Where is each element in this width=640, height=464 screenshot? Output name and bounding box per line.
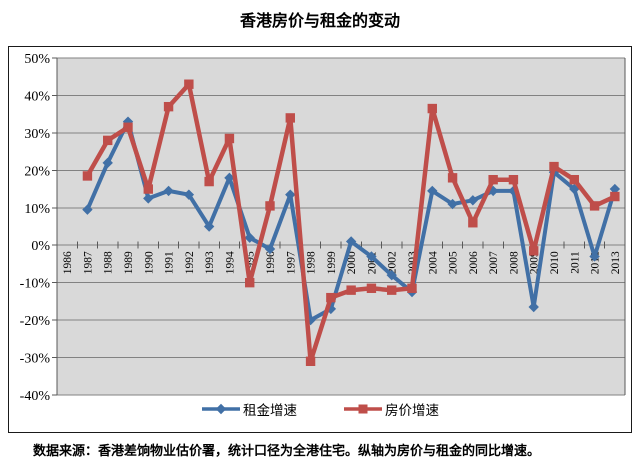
svg-text:2000: 2000 — [346, 251, 358, 274]
svg-text:1990: 1990 — [143, 251, 155, 274]
svg-text:2004: 2004 — [427, 251, 439, 274]
svg-text:2013: 2013 — [610, 251, 622, 274]
svg-text:1986: 1986 — [62, 251, 74, 274]
svg-text:1991: 1991 — [164, 251, 176, 274]
legend-item-price: 房价增速 — [343, 399, 439, 419]
svg-text:1987: 1987 — [82, 251, 94, 274]
svg-text:1994: 1994 — [224, 251, 236, 274]
plot-area: 50% 40% 30% 20% 10% 0% -10% -20% -30% -40% 1986 198… — [20, 52, 626, 404]
svg-text:10%: 10% — [24, 202, 50, 217]
svg-text:50%: 50% — [24, 52, 50, 67]
svg-text:1997: 1997 — [285, 251, 297, 274]
svg-text:2008: 2008 — [508, 251, 520, 274]
svg-text:-40%: -40% — [20, 389, 51, 404]
svg-text:1992: 1992 — [184, 251, 196, 274]
svg-text:2005: 2005 — [448, 251, 460, 274]
svg-text:40%: 40% — [24, 89, 50, 104]
legend-label-price: 房价增速 — [385, 403, 439, 418]
legend-label-rent: 租金增速 — [243, 403, 297, 418]
svg-text:1999: 1999 — [326, 251, 338, 274]
svg-text:30%: 30% — [24, 127, 50, 142]
svg-text:1988: 1988 — [103, 251, 115, 274]
svg-text:1989: 1989 — [123, 251, 135, 274]
svg-text:1998: 1998 — [306, 251, 318, 274]
svg-text:2002: 2002 — [387, 251, 399, 274]
svg-text:2010: 2010 — [549, 251, 561, 274]
legend: 租金增速 房价增速 — [9, 399, 631, 419]
svg-text:-30%: -30% — [20, 352, 51, 367]
legend-item-rent: 租金增速 — [201, 399, 297, 419]
svg-text:2011: 2011 — [569, 251, 581, 274]
svg-text:1993: 1993 — [204, 251, 216, 274]
svg-text:0%: 0% — [31, 239, 50, 254]
price-series-swatch-icon — [344, 404, 382, 414]
source-caption: 数据来源：香港差饷物业估价署，统计口径为全港住宅。纵轴为房价与租金的同比增速。 — [33, 443, 541, 458]
svg-text:1996: 1996 — [265, 251, 277, 274]
chart-title: 香港房价与租金的变动 — [239, 13, 400, 30]
svg-text:2006: 2006 — [468, 251, 480, 274]
rent-series-swatch-icon — [202, 403, 240, 415]
svg-text:2007: 2007 — [488, 251, 500, 274]
chart-frame: 50% 40% 30% 20% 10% 0% -10% -20% -30% -40% 1986 198… — [8, 46, 632, 433]
svg-text:20%: 20% — [24, 164, 50, 179]
svg-text:-20%: -20% — [20, 314, 51, 329]
svg-text:-10%: -10% — [20, 277, 51, 292]
